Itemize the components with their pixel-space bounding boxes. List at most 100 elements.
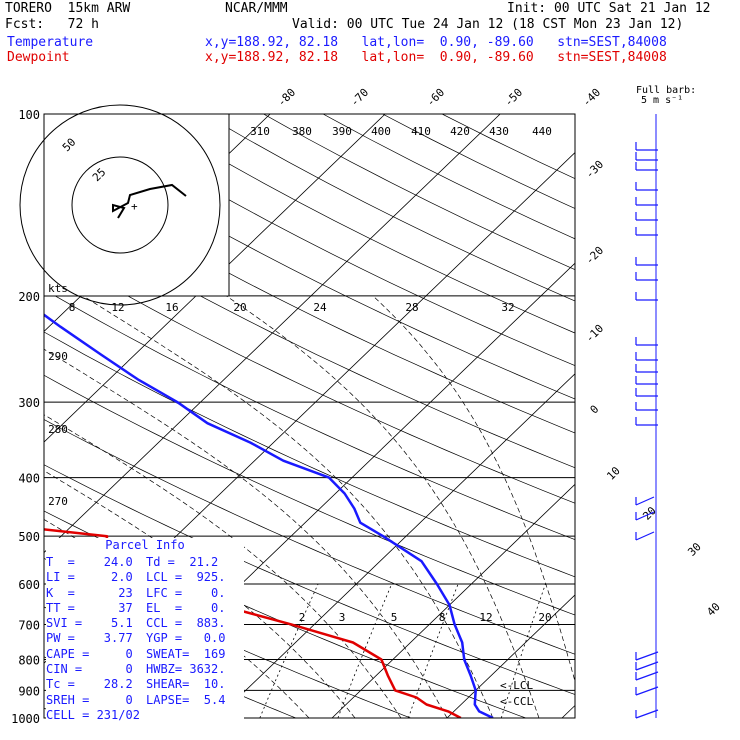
parcel-info-value: LAPSE= 5.4 <box>146 692 226 707</box>
dry-adiabat <box>382 114 575 209</box>
wind-barb <box>635 709 659 719</box>
wind-barb <box>635 197 658 206</box>
isotherm-label: -40 <box>580 86 603 109</box>
wind-barb <box>635 292 658 301</box>
isotherm <box>44 114 501 554</box>
theta-label: 410 <box>411 125 431 138</box>
parcel-info-value: PW = 3.77 <box>46 631 133 646</box>
hodograph-storm-marker: + <box>131 200 138 213</box>
mixing-ratio-label: 5 <box>391 611 398 624</box>
moist-adiabat <box>82 295 494 718</box>
valid-time: Valid: 00 UTC Tue 24 Jan 12 (18 CST Mon … <box>292 17 684 32</box>
dry-adiabat <box>44 374 575 616</box>
org-label: NCAR/MMM <box>225 1 288 16</box>
isotherm <box>677 114 740 718</box>
dry-adiabat <box>44 247 575 504</box>
theta-label: 280 <box>48 423 68 436</box>
theta-label: 440 <box>532 125 552 138</box>
mixing-ratio-label: 12 <box>479 611 492 624</box>
pressure-tick-label: 1000 <box>11 712 40 726</box>
pressure-tick-label: 700 <box>18 618 40 632</box>
pressure-tick-label: 100 <box>18 108 40 122</box>
moist-adiabat <box>44 414 402 718</box>
dry-adiabat <box>44 165 575 434</box>
moist-adiabat <box>372 295 575 683</box>
parcel-info-row: T = 24.0 Td = 21.2 <box>46 555 244 570</box>
isotherm <box>44 114 386 443</box>
theta-label: 430 <box>489 125 509 138</box>
temperature-profile <box>44 313 494 718</box>
parcel-info-value: SREH = 0 <box>46 692 133 707</box>
pressure-tick-label: 800 <box>18 653 40 667</box>
wind-barb <box>635 511 655 521</box>
init-time: Init: 00 UTC Sat 21 Jan 12 <box>507 1 711 16</box>
isotherm-label: -30 <box>583 158 606 181</box>
wind-barb <box>635 227 658 236</box>
isotherm-label: -60 <box>424 86 447 109</box>
parcel-info-value: SHEAR= 10. <box>146 677 226 692</box>
dewpoint-profile <box>44 528 462 718</box>
wind-barb <box>635 257 658 266</box>
theta-label: 380 <box>292 125 312 138</box>
wind-barb <box>635 272 658 281</box>
barb-note-unit: 5 m s⁻¹ <box>641 95 684 106</box>
dry-adiabat <box>263 114 575 271</box>
parcel-info-row: SREH = 0 LAPSE= 5.4 <box>46 693 244 708</box>
wind-barb <box>635 417 658 426</box>
dry-adiabat <box>44 288 575 541</box>
parcel-info-value: Td = 21.2 <box>146 555 219 569</box>
pressure-tick-label: 400 <box>18 472 40 486</box>
upper-label: 32 <box>501 301 514 314</box>
wind-barb <box>635 352 658 361</box>
upper-label: 16 <box>165 301 178 314</box>
mixing-ratio-label: 3 <box>339 611 346 624</box>
parcel-info-row: PW = 3.77 YGP = 0.0 <box>46 631 244 646</box>
isotherm-label: 10 <box>604 464 623 483</box>
wind-barb <box>635 364 658 373</box>
barb-note: Full barb: <box>636 85 697 96</box>
pressure-tick-label: 500 <box>18 530 40 544</box>
theta-label: 390 <box>332 125 352 138</box>
theta-label: 310 <box>250 125 270 138</box>
wind-barb <box>635 212 658 221</box>
parcel-info-value: EL = 0. <box>146 600 226 615</box>
parcel-info-row: CAPE = 0 SWEAT= 169 <box>46 647 244 662</box>
pressure-tick-label: 200 <box>18 290 40 304</box>
forecast-hour: Fcst: 72 h <box>5 17 99 32</box>
dewpoint-legend: Dewpoint <box>7 50 70 65</box>
isotherm-label: -70 <box>348 86 371 109</box>
hodograph-ring <box>71 156 169 254</box>
wind-barb <box>635 651 659 661</box>
upper-label: 24 <box>313 301 327 314</box>
dry-adiabat <box>44 206 575 469</box>
ccl-marker: <-CCL <box>500 695 533 708</box>
theta-label: 290 <box>48 350 68 363</box>
upper-label: 20 <box>233 301 246 314</box>
parcel-info-title: Parcel Info <box>105 538 185 552</box>
parcel-info-value: CAPE = 0 <box>46 646 133 661</box>
parcel-info-row: K = 23 LFC = 0. <box>46 586 244 601</box>
dewpoint-location: x,y=188.92, 82.18 lat,lon= 0.90, -89.60 … <box>205 50 667 65</box>
isotherm <box>331 483 575 718</box>
temperature-location: x,y=188.92, 82.18 lat,lon= 0.90, -89.60 … <box>205 35 667 50</box>
wind-barb <box>635 142 658 151</box>
hodograph-trace <box>112 183 187 219</box>
dry-adiabat <box>44 331 575 578</box>
parcel-info-value: T = 24.0 <box>46 555 133 569</box>
parcel-info-value: K = 23 <box>46 585 133 600</box>
theta-label: 270 <box>48 495 68 508</box>
mixing-ratio-line <box>500 583 546 718</box>
parcel-info-row: CIN = 0 HWBZ= 3632. <box>46 662 244 677</box>
parcel-info-row: TT = 37 EL = 0. <box>46 601 244 616</box>
model-title: TORERO 15km ARW <box>5 1 131 16</box>
dry-adiabat <box>44 125 575 400</box>
temperature-legend: Temperature <box>7 35 94 50</box>
isotherm-label: -10 <box>583 322 606 345</box>
parcel-info-row: SVI = 5.1 CCL = 883. <box>46 616 244 631</box>
parcel-info-value: Tc = 28.2 <box>46 677 133 692</box>
isotherm-label: -80 <box>275 86 298 109</box>
wind-barb <box>635 661 659 671</box>
isotherm-label: 30 <box>685 540 704 559</box>
plot-frame <box>43 113 576 719</box>
moist-adiabat <box>225 295 540 718</box>
